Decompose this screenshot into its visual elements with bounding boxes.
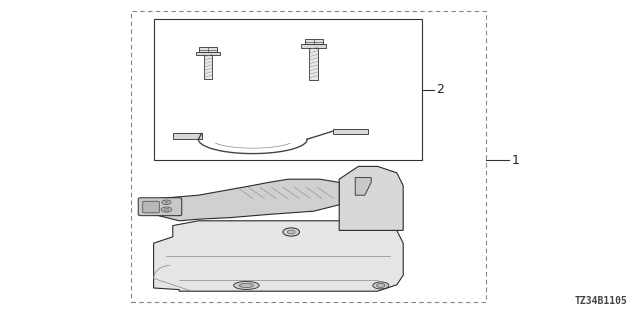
FancyBboxPatch shape	[138, 198, 182, 216]
FancyBboxPatch shape	[143, 201, 159, 213]
Circle shape	[164, 201, 168, 203]
Text: TZ34B1105: TZ34B1105	[574, 296, 627, 306]
Bar	[310, 48, 317, 80]
Bar	[154, 19, 422, 160]
Bar	[199, 47, 217, 52]
Circle shape	[164, 208, 169, 211]
Ellipse shape	[239, 284, 253, 288]
Polygon shape	[154, 221, 403, 291]
Bar	[196, 52, 220, 55]
Text: 2: 2	[436, 83, 444, 96]
Circle shape	[283, 228, 300, 236]
Ellipse shape	[372, 282, 388, 289]
Bar	[173, 133, 202, 139]
Ellipse shape	[376, 284, 385, 287]
Polygon shape	[339, 166, 403, 230]
Bar	[333, 129, 368, 134]
Circle shape	[161, 207, 172, 212]
Circle shape	[162, 200, 171, 204]
Text: 1: 1	[512, 154, 520, 166]
Bar	[305, 39, 323, 44]
Circle shape	[287, 230, 295, 234]
Ellipse shape	[234, 282, 259, 289]
Bar	[131, 11, 486, 302]
Bar	[301, 44, 326, 48]
Polygon shape	[147, 179, 339, 221]
Polygon shape	[355, 178, 371, 195]
Bar	[204, 55, 212, 79]
